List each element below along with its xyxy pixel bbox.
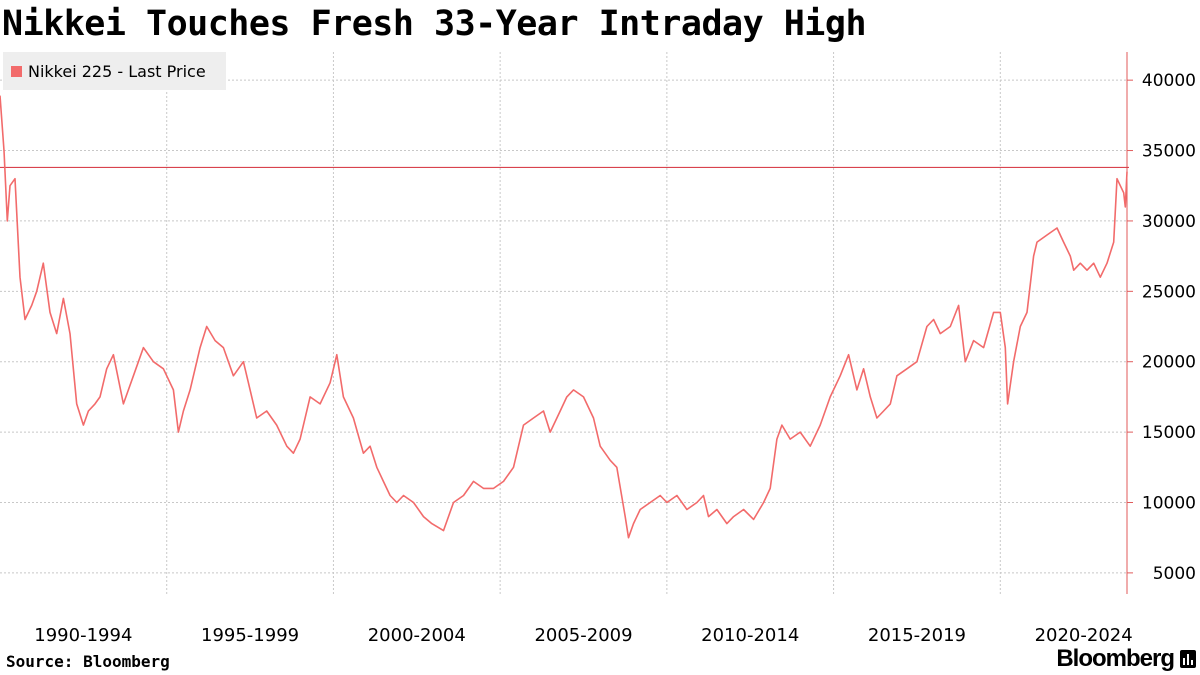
bar-chart-icon — [1180, 650, 1196, 668]
chart-title: Nikkei Touches Fresh 33-Year Intraday Hi… — [2, 4, 867, 44]
x-tick-label: 1995-1999 — [201, 625, 299, 646]
y-tick-label: 5000 — [1153, 564, 1196, 584]
y-tick-label: 10000 — [1142, 493, 1196, 513]
legend-swatch — [11, 65, 22, 77]
y-tick-label: 40000 — [1142, 71, 1196, 91]
source-note: Source: Bloomberg — [6, 652, 170, 671]
y-tick-label: 20000 — [1142, 353, 1196, 373]
y-tick-label: 15000 — [1142, 423, 1196, 443]
x-tick-label: 1990-1994 — [34, 625, 132, 646]
legend: Nikkei 225 - Last Price — [3, 52, 226, 90]
bloomberg-logo: Bloomberg — [1056, 645, 1196, 673]
y-tick-label: 25000 — [1142, 282, 1196, 302]
logo-wordmark: Bloomberg — [1056, 645, 1175, 672]
y-tick-label: 30000 — [1142, 212, 1196, 232]
x-tick-label: 2005-2009 — [534, 625, 632, 646]
y-tick-label: 35000 — [1142, 142, 1196, 162]
x-tick-label: 2000-2004 — [368, 625, 466, 646]
legend-label: Nikkei 225 - Last Price — [28, 61, 206, 81]
x-tick-label: 2020-2024 — [1035, 625, 1133, 646]
x-tick-label: 2010-2014 — [701, 625, 799, 646]
x-tick-label: 2015-2019 — [868, 625, 966, 646]
series-line-nikkei-225 — [0, 95, 1128, 539]
